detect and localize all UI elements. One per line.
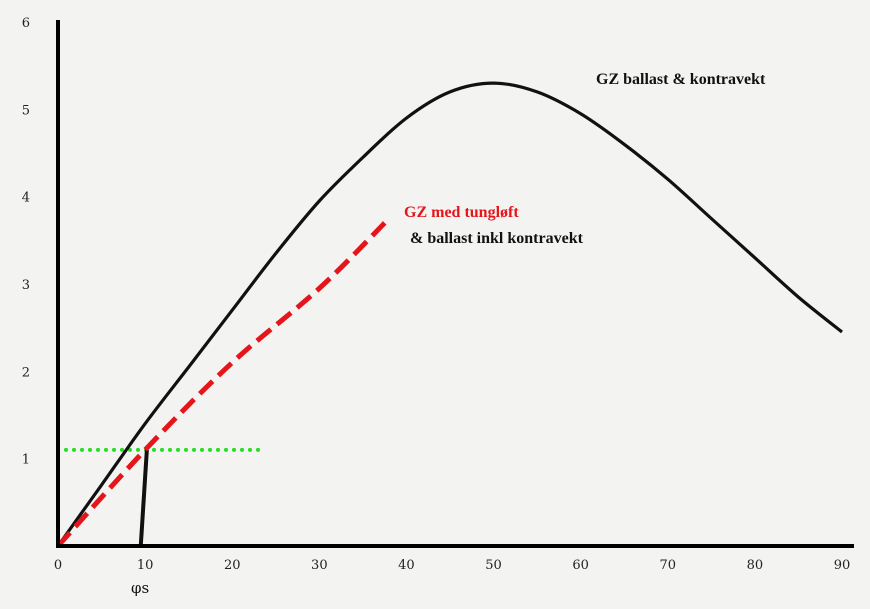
y-tick-label: 4 [22,191,30,206]
y-tick-label: 2 [22,365,30,380]
annotation-gz-ballast: GZ ballast & kontravekt [596,71,766,88]
x-tick-label: 30 [311,558,328,573]
x-tick-label: 40 [398,558,415,573]
annotation-gz-tungloft-line2: & ballast inkl kontravekt [410,230,584,247]
x-tick-label: 80 [747,558,764,573]
reference-line-phi-s [138,449,149,547]
series-line-gz-ballast [56,81,843,547]
x-tick-label: 70 [660,558,677,573]
x-tick-label: 90 [834,558,851,573]
y-tick-label: 3 [22,278,30,293]
y-tick-label: 6 [22,16,30,31]
annotation-gz-tungloft-line1: GZ med tungløft [404,204,519,221]
y-tick-label: 1 [22,453,30,468]
annotation-phi-s: φs [131,579,149,597]
x-tick-label: 10 [137,558,154,573]
series-line-gz-tungloft [56,216,391,548]
x-tick-label: 20 [224,558,241,573]
x-tick-label: 50 [485,558,502,573]
x-tick-label: 60 [572,558,589,573]
x-tick-label: 0 [54,558,62,573]
y-tick-label: 5 [22,103,30,118]
